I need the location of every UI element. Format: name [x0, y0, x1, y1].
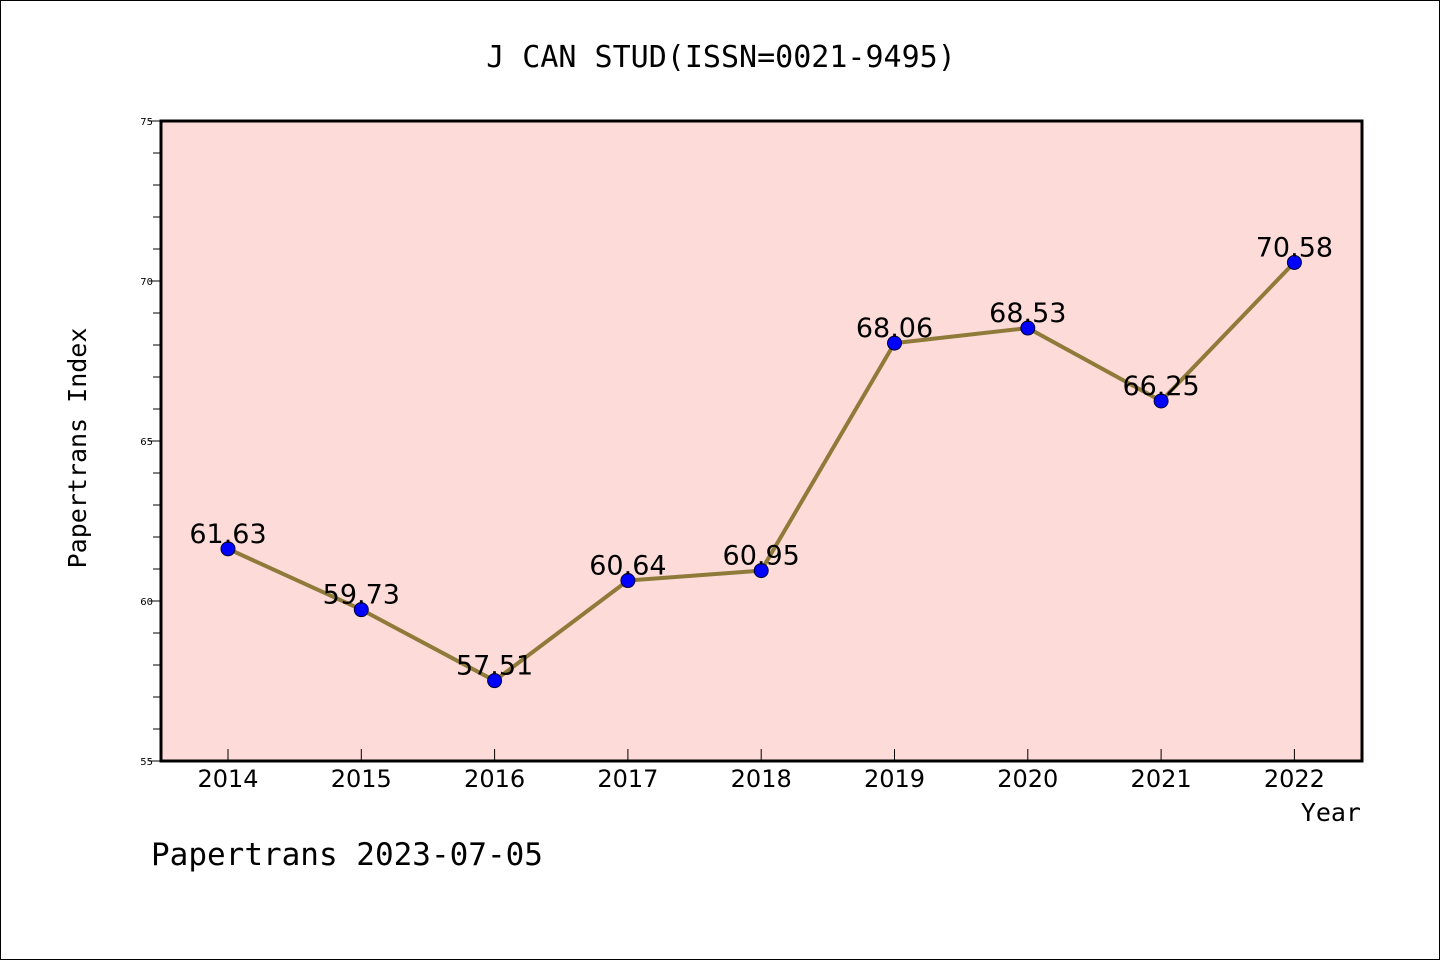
x-tick-label: 2017	[597, 765, 658, 793]
footer-credit: Papertrans 2023-07-05	[151, 837, 543, 873]
x-tick-label: 2019	[864, 765, 925, 793]
series-markers	[220, 254, 1302, 689]
x-axis: 2014 2015 2016 2017 2018 2019 2020 2021 2022	[197, 749, 1325, 793]
x-tick-label: 2021	[1131, 765, 1192, 793]
data-point	[620, 573, 636, 589]
data-label: 60.64	[589, 551, 666, 582]
y-tick-label: 55	[140, 757, 153, 768]
data-label: 70.58	[1256, 232, 1333, 263]
x-tick-label: 2018	[731, 765, 792, 793]
data-point	[1286, 254, 1302, 270]
data-point	[353, 602, 369, 618]
y-tick-label: 75	[140, 117, 153, 128]
data-label: 61.63	[189, 519, 266, 550]
y-axis: 55 60 65 70 75	[140, 117, 161, 768]
data-labels: 61.63 59.73 57.51 60.64 60.95 68.06 68.53 66.25…	[189, 232, 1333, 681]
x-tick-label: 2014	[197, 765, 258, 793]
data-point	[487, 673, 503, 689]
plot-area	[161, 121, 1362, 761]
data-point	[753, 563, 769, 579]
y-tick-label: 65	[140, 437, 153, 448]
y-tick-label: 70	[140, 277, 153, 288]
data-label: 68.06	[856, 313, 933, 344]
plot-border	[159, 119, 1364, 763]
data-label: 60.95	[723, 541, 800, 572]
chart-title: J CAN STUD(ISSN=0021-9495)	[486, 40, 956, 75]
data-label: 57.51	[456, 651, 533, 682]
x-tick-label: 2022	[1264, 765, 1325, 793]
x-tick-label: 2015	[331, 765, 392, 793]
data-point	[887, 335, 902, 351]
x-tick-label: 2016	[464, 765, 525, 793]
y-tick-label: 60	[140, 597, 153, 608]
x-tick-label: 2020	[997, 765, 1058, 793]
data-label: 68.53	[989, 298, 1066, 329]
data-point	[220, 541, 236, 557]
data-point	[1020, 320, 1036, 336]
data-label: 59.73	[323, 580, 400, 611]
x-axis-label: Year	[1301, 798, 1361, 827]
data-label: 66.25	[1122, 371, 1199, 402]
data-point	[1153, 393, 1169, 409]
y-axis-label: Papertrans Index	[63, 328, 92, 569]
